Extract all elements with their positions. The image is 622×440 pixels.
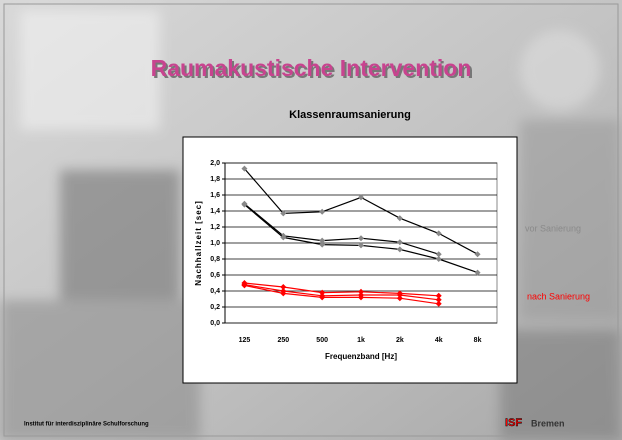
marker — [241, 165, 248, 172]
y-tick-label: 0,0 — [210, 320, 220, 327]
marker — [358, 194, 364, 201]
marker — [435, 300, 442, 307]
marker — [319, 237, 326, 244]
marker — [358, 235, 364, 242]
marker — [280, 234, 287, 241]
series-line — [244, 282, 439, 297]
x-axis-label: Frequenzband [Hz] — [325, 352, 397, 361]
x-tick-label: 250 — [277, 337, 289, 344]
photo-backdrop — [0, 10, 620, 440]
y-tick-label: 0,2 — [210, 304, 220, 311]
y-tick-label: 1,4 — [210, 208, 220, 215]
marker — [319, 294, 326, 301]
marker — [435, 251, 442, 258]
marker — [280, 290, 287, 297]
marker — [474, 269, 481, 276]
y-axis-label: Nachhallzeit [sec] — [194, 200, 203, 286]
marker — [396, 295, 403, 302]
y-tick-label: 0,6 — [210, 272, 220, 279]
y-tick-label: 1,2 — [210, 224, 220, 231]
marker — [435, 296, 442, 303]
chart-title: Klassenraumsanierung — [289, 109, 411, 121]
marker — [435, 230, 442, 237]
logo-mark: ISF — [505, 417, 522, 429]
logo-text: Bremen — [531, 418, 565, 428]
series-line — [244, 203, 439, 255]
y-tick-label: 0,4 — [210, 288, 220, 295]
marker — [435, 292, 442, 299]
slide-title-shadow: Raumakustische Intervention — [153, 57, 474, 83]
marker — [319, 208, 326, 215]
slide-title: Raumakustische Intervention — [151, 55, 472, 81]
marker — [396, 246, 403, 253]
y-tick-label: 0,8 — [210, 256, 220, 263]
x-tick-label: 8k — [474, 337, 482, 344]
x-tick-label: 4k — [435, 337, 443, 344]
annotation: nach Sanierung — [527, 291, 590, 301]
marker — [319, 289, 326, 296]
slide-border — [3, 3, 619, 437]
marker — [474, 251, 481, 258]
marker — [241, 201, 248, 208]
x-tick-label: 2k — [396, 337, 404, 344]
x-tick-label: 1k — [357, 337, 365, 344]
marker — [358, 288, 364, 295]
marker — [358, 294, 364, 301]
y-tick-label: 1,8 — [210, 176, 220, 183]
y-tick-label: 2,0 — [210, 160, 220, 167]
marker — [435, 256, 442, 262]
marker — [396, 292, 403, 298]
x-tick-label: 125 — [239, 337, 251, 344]
marker — [241, 282, 248, 289]
marker — [396, 239, 403, 246]
marker — [319, 241, 326, 248]
marker — [358, 242, 364, 249]
series-line — [244, 284, 439, 301]
y-tick-label: 1,6 — [210, 192, 220, 199]
x-tick-label: 500 — [316, 337, 328, 344]
marker — [280, 210, 287, 217]
footer: Institut für interdisziplinäre Schulfors… — [24, 422, 149, 428]
series-line — [244, 284, 439, 305]
y-tick-label: 1,0 — [210, 240, 220, 247]
marker — [280, 284, 287, 290]
annotation: vor Sanierung — [525, 223, 581, 233]
marker — [396, 215, 403, 222]
